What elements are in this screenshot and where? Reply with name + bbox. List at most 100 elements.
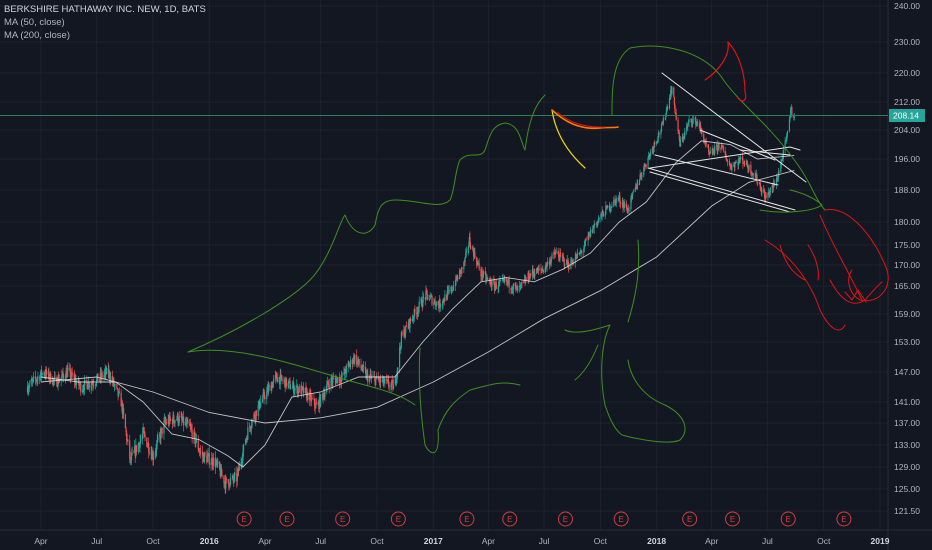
candle-body <box>533 273 535 277</box>
candle-body <box>606 205 608 209</box>
trendline[interactable] <box>654 154 779 186</box>
dino-jaw[interactable] <box>759 189 823 213</box>
earnings-marker-label: E <box>730 515 735 524</box>
earnings-marker[interactable] <box>682 511 698 527</box>
candle-body <box>216 460 218 463</box>
candle-body <box>734 163 736 168</box>
candle-body <box>237 468 239 473</box>
candle-body <box>760 190 762 193</box>
dino-eye-yellow[interactable] <box>551 109 586 169</box>
candle-body <box>748 164 750 171</box>
candle-body <box>428 299 431 300</box>
candle-body <box>698 123 701 129</box>
candle-body <box>361 368 363 370</box>
symbol-title[interactable]: BERKSHIRE HATHAWAY INC. NEW, 1D, BATS <box>4 4 206 15</box>
candle-body <box>193 431 196 434</box>
dino-eye-orange[interactable] <box>551 109 619 130</box>
candle-body <box>113 385 116 387</box>
candle-body <box>774 184 776 186</box>
trendline[interactable] <box>647 167 796 211</box>
candle-body <box>288 381 290 383</box>
candle-body <box>173 415 175 422</box>
candle-body <box>56 377 58 387</box>
candle-body <box>714 146 716 154</box>
candle-body <box>435 304 437 307</box>
last-price-tag[interactable] <box>889 109 925 123</box>
candle-body <box>360 364 362 369</box>
candle-body <box>541 270 543 271</box>
fire-breath[interactable] <box>764 239 846 331</box>
earnings-marker[interactable] <box>279 511 295 527</box>
candle-body <box>328 384 330 388</box>
earnings-marker[interactable] <box>557 511 573 527</box>
fire-breath[interactable] <box>819 214 863 301</box>
price-tick-label: 196.00 <box>894 154 920 164</box>
dino-back[interactable] <box>187 94 546 353</box>
candle-body <box>468 245 470 249</box>
candle-body <box>621 202 623 205</box>
ma50-legend[interactable]: MA (50, close) <box>4 17 65 28</box>
candle-body <box>315 403 317 405</box>
candle-body <box>520 283 522 285</box>
time-tick-label: Jul <box>539 536 550 546</box>
earnings-marker[interactable] <box>459 511 475 527</box>
earnings-marker[interactable] <box>836 511 852 527</box>
candle-body <box>105 367 108 375</box>
fire-breath[interactable] <box>807 244 819 281</box>
candle-body <box>605 206 607 215</box>
candle-body <box>473 250 475 257</box>
dino-front-leg[interactable] <box>418 347 521 454</box>
dino-leg-detail[interactable] <box>574 344 599 381</box>
fire-breath[interactable] <box>844 289 867 303</box>
trendline[interactable] <box>649 146 801 169</box>
candle-body <box>116 387 119 389</box>
dino-back-leg[interactable] <box>564 324 686 443</box>
earnings-marker[interactable] <box>390 511 406 527</box>
ma200-line[interactable] <box>40 170 795 424</box>
candles <box>26 85 795 494</box>
dino-horn[interactable] <box>704 41 747 102</box>
earnings-marker-label: E <box>241 515 246 524</box>
dino-head[interactable] <box>611 45 826 211</box>
candle-body <box>548 261 551 266</box>
fire-breath[interactable] <box>779 244 806 281</box>
earnings-marker[interactable] <box>613 511 629 527</box>
candle-body <box>249 426 251 429</box>
candle-body <box>675 113 677 120</box>
dino-neck[interactable] <box>627 239 640 323</box>
candle-body <box>446 290 448 300</box>
earnings-marker[interactable] <box>780 511 796 527</box>
candle-body <box>666 106 668 110</box>
ma50-line[interactable] <box>40 140 795 468</box>
earnings-marker[interactable] <box>236 511 252 527</box>
candle-body <box>589 229 592 237</box>
trendline[interactable] <box>661 72 807 183</box>
candle-body <box>271 384 273 391</box>
earnings-marker[interactable] <box>725 511 741 527</box>
candle-body <box>283 379 286 381</box>
candle-body <box>627 208 629 213</box>
candle-body <box>585 239 587 241</box>
dino-belly[interactable] <box>187 349 416 406</box>
candle-body <box>692 119 694 124</box>
last-price-value: 208.14 <box>893 111 919 121</box>
candle-body <box>212 457 215 466</box>
ma200-legend[interactable]: MA (200, close) <box>4 30 70 41</box>
trendline[interactable] <box>649 171 791 213</box>
earnings-marker[interactable] <box>335 511 351 527</box>
candle-body <box>207 454 209 457</box>
candle-body <box>583 248 585 253</box>
candle-body <box>463 262 466 264</box>
candle-body <box>116 384 118 388</box>
dino-eye-red[interactable] <box>556 111 606 128</box>
candle-body <box>395 378 397 383</box>
earnings-marker[interactable] <box>502 511 518 527</box>
trendline[interactable] <box>739 149 791 156</box>
candle-body <box>671 87 673 94</box>
candle-body <box>572 263 574 265</box>
candle-body <box>660 124 663 132</box>
fire-breath[interactable] <box>824 209 889 302</box>
trendline[interactable] <box>699 129 776 161</box>
